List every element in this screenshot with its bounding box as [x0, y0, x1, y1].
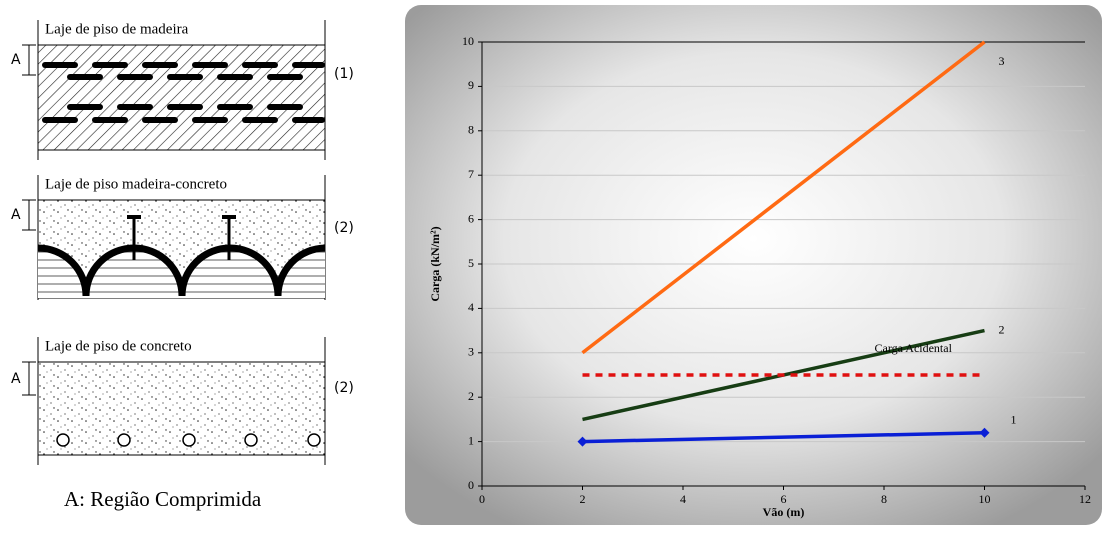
- series-label: Carga Acidental: [875, 341, 953, 355]
- y-tick-label: 0: [468, 478, 474, 492]
- x-tick-label: 8: [881, 492, 887, 506]
- series-label: 3: [999, 54, 1005, 68]
- diagram-wood: Laje de piso de madeira A (1): [11, 20, 354, 160]
- chart-panel: [405, 5, 1102, 525]
- point-marker: [979, 427, 990, 438]
- y-tick-label: 5: [468, 256, 474, 270]
- x-tick-label: 10: [979, 492, 991, 506]
- dimension-label: A: [11, 52, 21, 68]
- y-tick-label: 1: [468, 433, 474, 447]
- x-axis-label: Vão (m): [763, 505, 805, 519]
- diagram-wood-concrete: Laje de piso madeira-concreto A (2): [11, 175, 354, 300]
- y-axis-label: Carga (kN/m²): [428, 226, 442, 301]
- y-tick-label: 10: [462, 34, 474, 48]
- diagram-tag: (2): [334, 220, 354, 236]
- y-tick-label: 9: [468, 78, 474, 92]
- diagram-title: Laje de piso madeira-concreto: [45, 176, 227, 192]
- x-tick-label: 4: [680, 492, 686, 506]
- series-label: 2: [999, 322, 1005, 336]
- note: A: Região Comprimida: [64, 487, 262, 511]
- series-line: [582, 430, 985, 444]
- y-tick-label: 4: [468, 300, 474, 314]
- diagram-concrete: Laje de piso de concreto A (2): [11, 337, 354, 465]
- y-tick-label: 6: [468, 211, 474, 225]
- y-tick-label: 3: [468, 345, 474, 359]
- x-tick-label: 0: [479, 492, 485, 506]
- x-tick-label: 12: [1079, 492, 1091, 506]
- diagram-title: Laje de piso de madeira: [45, 21, 189, 37]
- y-tick-label: 8: [468, 123, 474, 137]
- dimension-label: A: [11, 371, 21, 387]
- diagram-tag: (2): [334, 380, 354, 396]
- point-marker: [577, 436, 588, 447]
- series-label: 1: [1011, 412, 1017, 426]
- series-line: [581, 40, 986, 355]
- diagram-tag: (1): [334, 66, 354, 82]
- dimension-label: A: [11, 207, 21, 223]
- diagram-title: Laje de piso de concreto: [45, 338, 192, 354]
- y-tick-label: 2: [468, 389, 474, 403]
- y-tick-label: 7: [468, 167, 474, 181]
- x-tick-label: 6: [781, 492, 787, 506]
- x-tick-label: 2: [580, 492, 586, 506]
